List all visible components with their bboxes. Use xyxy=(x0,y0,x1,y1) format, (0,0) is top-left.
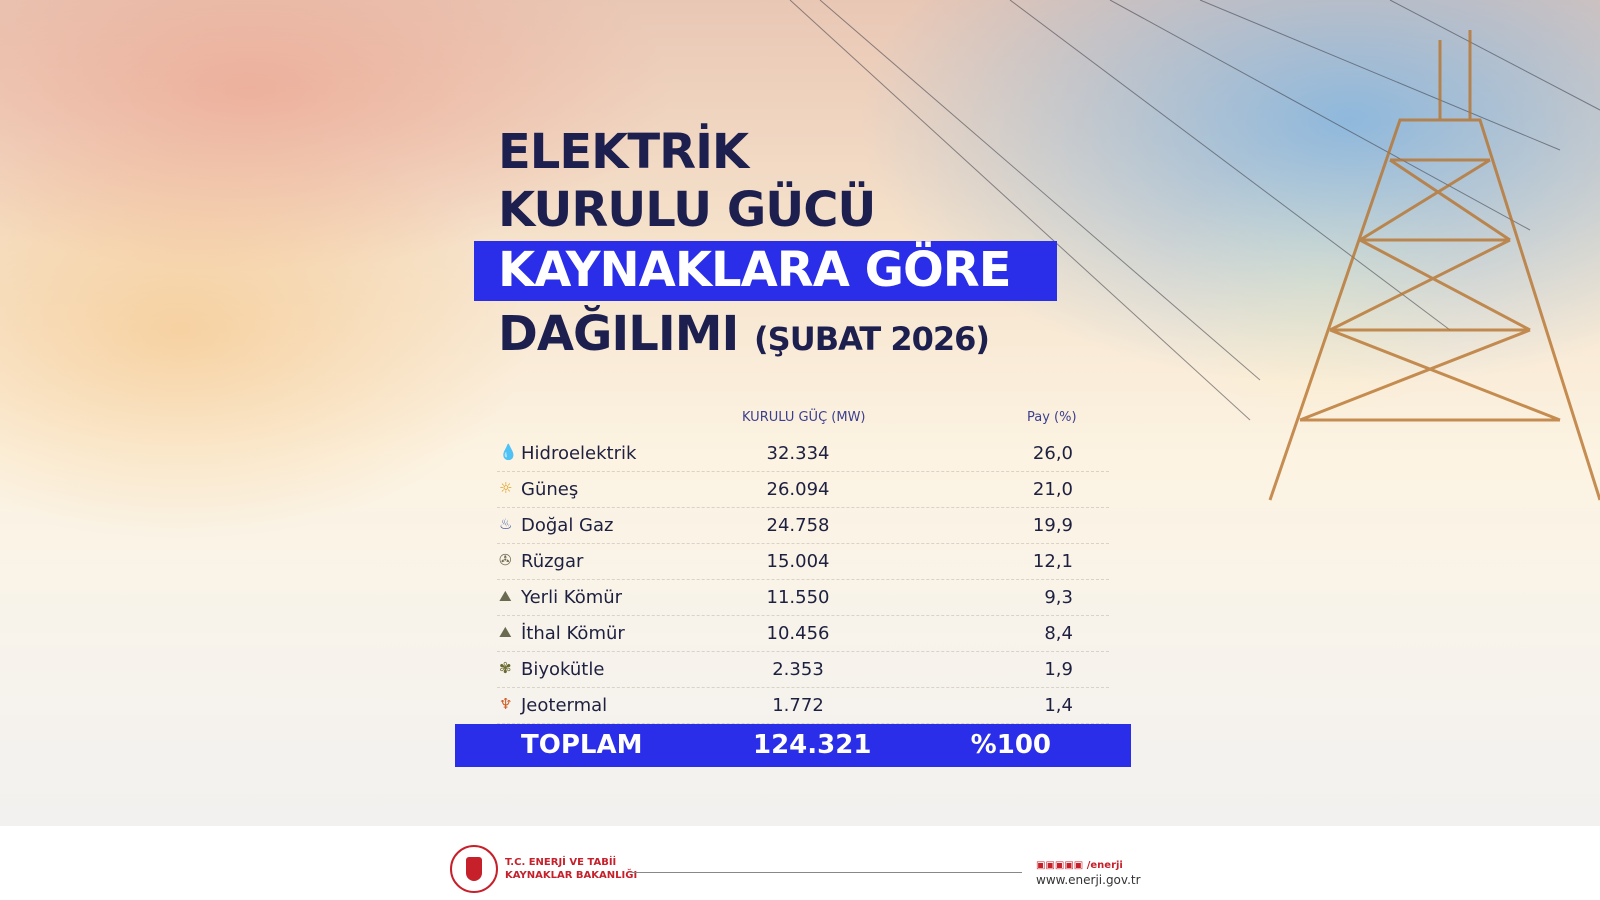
source-name: İthal Kömür xyxy=(521,623,625,644)
installed-capacity: 1.772 xyxy=(772,695,824,716)
title-dagilimi: DAĞILIMI xyxy=(498,306,739,362)
social-links[interactable]: ▣▣▣▣▣ /enerji xyxy=(1036,860,1123,871)
website-link[interactable]: www.enerji.gov.tr xyxy=(1036,873,1141,887)
share-percent: 8,4 xyxy=(1044,623,1073,644)
water-drop-icon: 💧 xyxy=(499,443,518,461)
source-name: Rüzgar xyxy=(521,551,584,572)
share-percent: 1,9 xyxy=(1044,659,1073,680)
flame-icon: ♨ xyxy=(499,515,513,533)
social-icons: ▣▣▣▣▣ xyxy=(1036,860,1087,871)
table-row: ☼ Güneş 26.094 21,0 xyxy=(497,472,1109,508)
share-percent: 26,0 xyxy=(1032,443,1073,464)
footer-divider xyxy=(632,872,1022,873)
table-row: ✇ Rüzgar 15.004 12,1 xyxy=(497,544,1109,580)
column-header-share: Pay (%) xyxy=(1027,410,1077,425)
share-percent: 19,9 xyxy=(1032,515,1073,536)
source-name: Güneş xyxy=(521,479,579,500)
source-name: Doğal Gaz xyxy=(521,515,614,536)
total-row: TOPLAM 124.321 %100 xyxy=(455,724,1131,767)
org-name-line-1: T.C. ENERJİ VE TABİİ xyxy=(505,857,617,868)
installed-capacity: 10.456 xyxy=(766,623,830,644)
geothermal-icon: ♆ xyxy=(499,695,513,713)
power-tower-illustration xyxy=(789,0,1600,501)
title-highlight xyxy=(474,241,1057,301)
total-share: %100 xyxy=(970,730,1051,760)
sun-icon: ☼ xyxy=(499,479,513,497)
sky-background xyxy=(0,0,1600,826)
installed-capacity: 24.758 xyxy=(766,515,830,536)
table-row: ♨ Doğal Gaz 24.758 19,9 xyxy=(497,508,1109,544)
title-line-4: DAĞILIMI (ŞUBAT 2026) xyxy=(498,306,990,362)
plant-icon: ✾ xyxy=(499,659,512,677)
installed-capacity: 32.334 xyxy=(766,443,830,464)
coal-icon: ⛰ xyxy=(499,587,512,605)
social-handle: /enerji xyxy=(1086,860,1123,871)
table-row: ⛰ İthal Kömür 10.456 8,4 xyxy=(497,616,1109,652)
table-row: ⛰ Yerli Kömür 11.550 9,3 xyxy=(497,580,1109,616)
installed-capacity: 11.550 xyxy=(766,587,830,608)
total-label: TOPLAM xyxy=(521,730,643,760)
title-line-2: KURULU GÜCÜ xyxy=(498,182,876,238)
share-percent: 1,4 xyxy=(1044,695,1073,716)
source-name: Jeotermal xyxy=(521,695,608,716)
title-line-3: KAYNAKLARA GÖRE xyxy=(498,242,1012,298)
share-percent: 9,3 xyxy=(1044,587,1073,608)
installed-capacity: 26.094 xyxy=(766,479,830,500)
total-mw: 124.321 xyxy=(753,730,872,760)
org-name-line-2: KAYNAKLAR BAKANLIĞI xyxy=(505,870,638,881)
share-percent: 21,0 xyxy=(1032,479,1073,500)
column-header-mw: KURULU GÜÇ (MW) xyxy=(742,410,866,425)
installed-capacity: 2.353 xyxy=(772,659,824,680)
source-name: Biyokütle xyxy=(521,659,605,680)
share-percent: 12,1 xyxy=(1032,551,1073,572)
wind-turbine-icon: ✇ xyxy=(499,551,512,569)
table-row: ✾ Biyokütle 2.353 1,9 xyxy=(497,652,1109,688)
coal-icon: ⛰ xyxy=(499,623,512,641)
table-row: 💧 Hidroelektrik 32.334 26,0 xyxy=(497,436,1109,472)
footer xyxy=(0,826,1600,900)
ministry-logo xyxy=(450,845,498,893)
source-name: Hidroelektrik xyxy=(521,443,637,464)
period-label: (ŞUBAT 2026) xyxy=(754,320,990,358)
installed-capacity: 15.004 xyxy=(766,551,830,572)
source-name: Yerli Kömür xyxy=(521,587,623,608)
title-line-1: ELEKTRİK xyxy=(498,124,749,180)
table-row: ♆ Jeotermal 1.772 1,4 xyxy=(497,688,1109,724)
